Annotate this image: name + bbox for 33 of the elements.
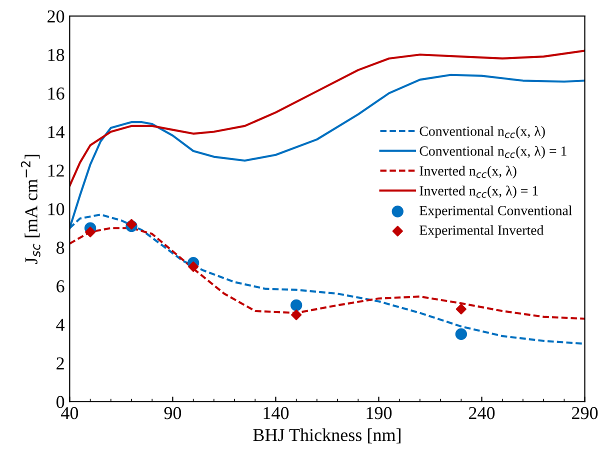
y-tick-label: 10 xyxy=(48,203,64,216)
y-tick-label: 16 xyxy=(48,87,64,100)
legend-label: Inverted n$_{cc}$(x, λ) = 1 xyxy=(420,186,538,198)
x-axis-title: BHJ Thickness [nm] xyxy=(253,428,400,444)
point xyxy=(290,299,302,312)
x-tick-label: 240 xyxy=(469,407,495,420)
x-tick-label: 40 xyxy=(61,407,78,420)
y-tick-label: 2 xyxy=(56,357,64,370)
x-tick-label: 140 xyxy=(264,407,289,420)
point xyxy=(291,310,302,320)
legend-label: Experimental Inverted xyxy=(420,225,544,238)
legend-label: Conventional n$_{cc}$(x, λ) = 1 xyxy=(420,146,566,159)
y-tick-label: 20 xyxy=(48,10,64,23)
y-tick-label: 0 xyxy=(56,396,64,408)
y-tick-label: 18 xyxy=(48,48,64,62)
y-tick-label: 8 xyxy=(56,242,64,254)
x-tick-label: 90 xyxy=(164,407,182,420)
legend-label: Inverted n$_{cc}$(x, λ) xyxy=(420,166,516,178)
y-tick-label: 4 xyxy=(56,318,65,331)
point xyxy=(456,304,466,314)
legend-label: Experimental Conventional xyxy=(420,206,572,218)
x-tick-label: 190 xyxy=(366,407,392,420)
y-tick-label: 12 xyxy=(48,164,64,177)
point xyxy=(455,328,468,340)
point xyxy=(126,218,137,230)
x-tick-label: 290 xyxy=(572,407,598,420)
y-axis-title: J$_{sc}$ [mA cm$^{−2}$] xyxy=(20,154,40,264)
line-series xyxy=(70,50,585,187)
legend-label: Conventional n$_{cc}$(x, λ) xyxy=(420,126,545,139)
point xyxy=(84,226,96,238)
y-tick-label: 14 xyxy=(48,126,65,138)
point xyxy=(188,261,199,272)
y-tick-label: 6 xyxy=(56,280,64,292)
